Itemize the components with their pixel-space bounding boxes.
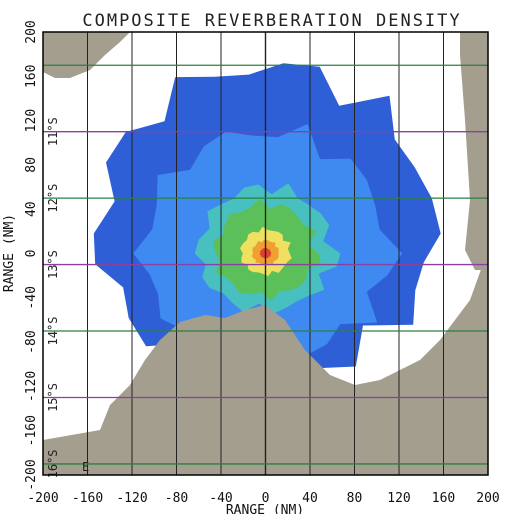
x-tick-label: 0 bbox=[262, 491, 270, 506]
x-tick-label: -120 bbox=[116, 491, 147, 506]
x-tick-label: -40 bbox=[209, 491, 232, 506]
latitude-label: 16°S bbox=[46, 449, 60, 478]
landmass-northwest bbox=[43, 32, 130, 78]
chart-title: COMPOSITE REVERBERATION DENSITY bbox=[82, 11, 461, 31]
density-layer bbox=[93, 63, 441, 378]
latitude-label: 13°S bbox=[46, 250, 60, 279]
latitude-labels: 11°S 12°S 13°S 14°S 15°S 16°S bbox=[46, 117, 60, 478]
grid-layer bbox=[43, 32, 488, 475]
x-tick-label: 160 bbox=[432, 491, 455, 506]
latitude-label: 14°S bbox=[46, 317, 60, 346]
x-axis-label: RANGE (NM) bbox=[226, 503, 304, 514]
y-axis-label: RANGE (NM) bbox=[2, 214, 17, 292]
plot-frame bbox=[42, 31, 489, 476]
x-tick-label: 40 bbox=[302, 491, 318, 506]
x-tick-label: -160 bbox=[72, 491, 103, 506]
y-tick-label: -120 bbox=[24, 371, 39, 402]
y-tick-label: 160 bbox=[24, 65, 39, 88]
x-tick-label: -200 bbox=[27, 491, 58, 506]
y-tick-label: 40 bbox=[24, 201, 39, 217]
latitude-label: 15°S bbox=[46, 383, 60, 412]
y-tick-label: 0 bbox=[24, 250, 39, 258]
x-tick-label: 80 bbox=[347, 491, 363, 506]
x-tick-label: 120 bbox=[387, 491, 410, 506]
y-tick-label: 120 bbox=[24, 109, 39, 132]
y-tick-label: -200 bbox=[24, 459, 39, 490]
y-tick-label: 80 bbox=[24, 157, 39, 173]
x-tick-label: 200 bbox=[476, 491, 499, 506]
latitude-label: 12°S bbox=[46, 184, 60, 213]
y-tick-label: -160 bbox=[24, 415, 39, 446]
y-tick-label: -80 bbox=[24, 330, 39, 353]
latitude-label: 11°S bbox=[46, 117, 60, 146]
y-tick-label: -40 bbox=[24, 286, 39, 309]
landmass-east bbox=[460, 32, 488, 270]
x-tick-label: -80 bbox=[165, 491, 188, 506]
y-axis-ticks: 200 160 120 80 40 0 -40 -80 -120 -160 -200 bbox=[24, 20, 39, 490]
corner-label: E bbox=[82, 460, 89, 474]
x-axis-ticks: -200 -160 -120 -80 -40 0 40 80 120 160 200 bbox=[27, 491, 499, 506]
y-tick-label: 200 bbox=[24, 20, 39, 43]
